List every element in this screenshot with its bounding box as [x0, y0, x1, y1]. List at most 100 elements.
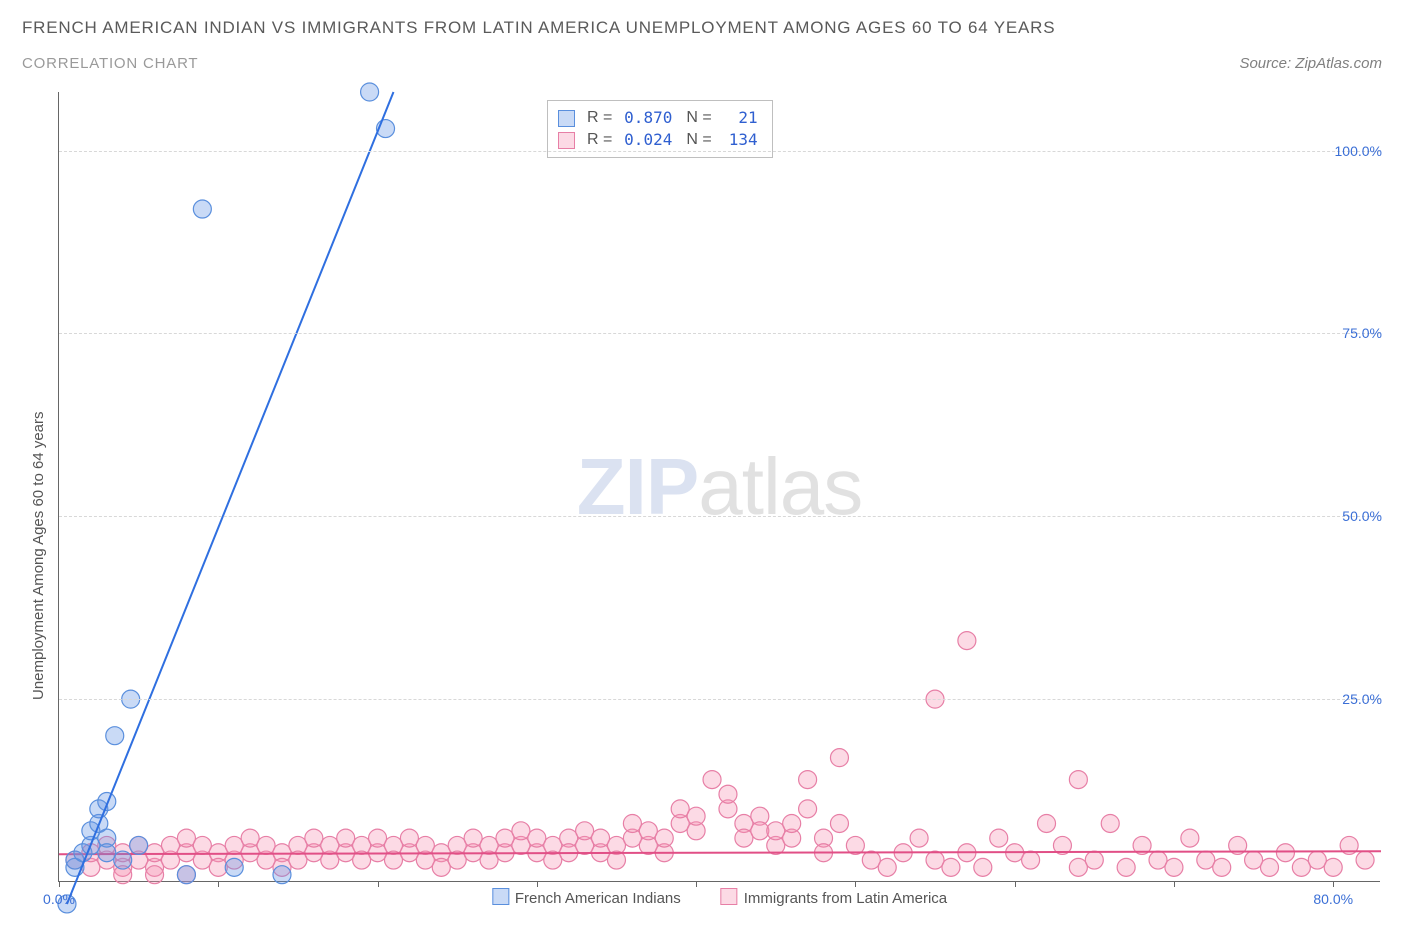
data-point — [361, 83, 379, 101]
r-label: R = — [587, 107, 612, 129]
gridline — [59, 516, 1380, 517]
xtick-mark — [855, 881, 856, 887]
data-point — [432, 858, 450, 876]
data-point — [1356, 851, 1374, 869]
n-label: N = — [686, 129, 711, 151]
data-point — [321, 836, 339, 854]
data-point — [1069, 858, 1087, 876]
r-value-blue: 0.870 — [618, 107, 672, 129]
data-point — [98, 793, 116, 811]
xtick-label: 80.0% — [1313, 891, 1353, 907]
data-point — [1261, 858, 1279, 876]
xtick-label: 0.0% — [43, 891, 75, 907]
data-point — [146, 866, 164, 884]
xtick-mark — [218, 881, 219, 887]
data-point — [98, 844, 116, 862]
xtick-mark — [537, 881, 538, 887]
data-point — [528, 829, 546, 847]
plot-canvas — [59, 92, 1380, 881]
r-value-pink: 0.024 — [618, 129, 672, 151]
data-point — [751, 822, 769, 840]
ytick-label: 50.0% — [1342, 508, 1382, 524]
data-point — [1324, 858, 1342, 876]
legend-label-pink: Immigrants from Latin America — [744, 890, 947, 907]
xtick-mark — [1015, 881, 1016, 887]
data-point — [671, 800, 689, 818]
data-point — [161, 836, 179, 854]
data-point — [257, 836, 275, 854]
data-point — [146, 844, 164, 862]
data-point — [958, 632, 976, 650]
r-label: R = — [587, 129, 612, 151]
scatter-plot: ZIPatlas R = 0.870 N = 21 R = 0.024 N = … — [58, 92, 1380, 882]
n-label: N = — [686, 107, 711, 129]
data-point — [273, 866, 291, 884]
data-point — [1308, 851, 1326, 869]
data-point — [1197, 851, 1215, 869]
data-point — [177, 829, 195, 847]
data-point — [1117, 858, 1135, 876]
swatch-pink — [721, 888, 738, 905]
data-point — [1038, 814, 1056, 832]
data-point — [177, 866, 195, 884]
source-attribution: Source: ZipAtlas.com — [1239, 55, 1382, 72]
correlation-stats-box: R = 0.870 N = 21 R = 0.024 N = 134 — [547, 100, 773, 158]
data-point — [878, 858, 896, 876]
data-point — [735, 829, 753, 847]
gridline — [59, 151, 1380, 152]
data-point — [1069, 771, 1087, 789]
legend: French American Indians Immigrants from … — [492, 888, 947, 907]
data-point — [1245, 851, 1263, 869]
data-point — [830, 814, 848, 832]
data-point — [416, 836, 434, 854]
xtick-mark — [1333, 881, 1334, 887]
data-point — [719, 785, 737, 803]
data-point — [687, 807, 705, 825]
trend-line — [67, 92, 394, 904]
data-point — [241, 829, 259, 847]
data-point — [592, 829, 610, 847]
data-point — [305, 829, 323, 847]
swatch-blue — [558, 110, 575, 127]
data-point — [130, 836, 148, 854]
data-point — [974, 858, 992, 876]
data-point — [1022, 851, 1040, 869]
ytick-label: 25.0% — [1342, 691, 1382, 707]
data-point — [193, 836, 211, 854]
legend-item-blue: French American Indians — [492, 888, 681, 907]
data-point — [767, 822, 785, 840]
gridline — [59, 333, 1380, 334]
xtick-mark — [1174, 881, 1175, 887]
data-point — [990, 829, 1008, 847]
stats-row-pink: R = 0.024 N = 134 — [558, 129, 758, 151]
data-point — [1085, 851, 1103, 869]
y-axis-label: Unemployment Among Ages 60 to 64 years — [30, 200, 47, 700]
legend-label-blue: French American Indians — [515, 890, 681, 907]
swatch-pink — [558, 132, 575, 149]
n-value-pink: 134 — [718, 129, 758, 151]
data-point — [512, 822, 530, 840]
data-point — [369, 829, 387, 847]
data-point — [639, 822, 657, 840]
data-point — [106, 727, 124, 745]
data-point — [1292, 858, 1310, 876]
xtick-mark — [59, 881, 60, 887]
data-point — [703, 771, 721, 789]
data-point — [799, 800, 817, 818]
data-point — [1149, 851, 1167, 869]
data-point — [1276, 844, 1294, 862]
ytick-label: 100.0% — [1335, 143, 1382, 159]
data-point — [225, 858, 243, 876]
data-point — [576, 822, 594, 840]
data-point — [1101, 814, 1119, 832]
legend-item-pink: Immigrants from Latin America — [721, 888, 947, 907]
data-point — [496, 829, 514, 847]
data-point — [623, 814, 641, 832]
xtick-mark — [378, 881, 379, 887]
data-point — [1165, 858, 1183, 876]
n-value-blue: 21 — [718, 107, 758, 129]
data-point — [400, 829, 418, 847]
data-point — [783, 814, 801, 832]
data-point — [464, 829, 482, 847]
gridline — [59, 699, 1380, 700]
